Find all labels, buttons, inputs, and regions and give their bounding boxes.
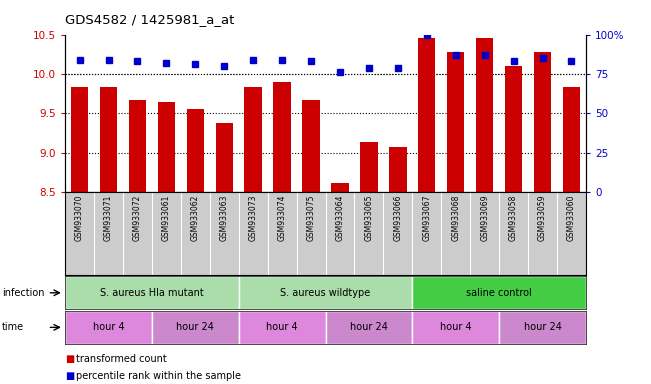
Bar <box>100 87 117 192</box>
Text: hour 24: hour 24 <box>176 322 214 333</box>
Bar <box>447 52 464 192</box>
Text: hour 4: hour 4 <box>440 322 471 333</box>
Text: GSM933069: GSM933069 <box>480 194 489 241</box>
Bar <box>65 311 152 344</box>
Bar <box>273 82 291 192</box>
Bar <box>476 38 493 192</box>
Bar <box>418 38 436 192</box>
Text: GSM933075: GSM933075 <box>307 194 316 241</box>
Bar <box>505 66 522 192</box>
Bar <box>562 87 580 192</box>
Text: hour 24: hour 24 <box>350 322 388 333</box>
Text: time: time <box>2 322 24 333</box>
Bar <box>302 100 320 192</box>
Text: GSM933068: GSM933068 <box>451 194 460 241</box>
Text: GDS4582 / 1425981_a_at: GDS4582 / 1425981_a_at <box>65 13 234 26</box>
Bar <box>239 311 326 344</box>
Bar <box>412 311 499 344</box>
Text: hour 4: hour 4 <box>92 322 124 333</box>
Text: GSM933064: GSM933064 <box>335 194 344 241</box>
Text: saline control: saline control <box>466 288 532 298</box>
Bar <box>187 109 204 192</box>
Text: GSM933072: GSM933072 <box>133 194 142 241</box>
Text: GSM933067: GSM933067 <box>422 194 431 241</box>
Bar <box>389 147 406 192</box>
Bar <box>215 123 233 192</box>
Text: GSM933071: GSM933071 <box>104 194 113 241</box>
Bar <box>360 142 378 192</box>
Text: GSM933059: GSM933059 <box>538 194 547 241</box>
Text: GSM933066: GSM933066 <box>393 194 402 241</box>
Text: GSM933060: GSM933060 <box>567 194 576 241</box>
Text: hour 24: hour 24 <box>523 322 561 333</box>
Bar <box>534 52 551 192</box>
Text: GSM933065: GSM933065 <box>365 194 374 241</box>
Text: ■: ■ <box>65 371 74 381</box>
Text: GSM933062: GSM933062 <box>191 194 200 241</box>
Text: S. aureus Hla mutant: S. aureus Hla mutant <box>100 288 204 298</box>
Bar <box>152 311 239 344</box>
Text: GSM933061: GSM933061 <box>162 194 171 241</box>
Bar <box>331 182 349 192</box>
Text: GSM933070: GSM933070 <box>75 194 84 241</box>
Bar <box>239 276 412 309</box>
Text: GSM933063: GSM933063 <box>220 194 229 241</box>
Text: S. aureus wildtype: S. aureus wildtype <box>281 288 370 298</box>
Bar <box>499 311 586 344</box>
Text: infection: infection <box>2 288 44 298</box>
Text: GSM933058: GSM933058 <box>509 194 518 241</box>
Text: percentile rank within the sample: percentile rank within the sample <box>76 371 240 381</box>
Text: transformed count: transformed count <box>76 354 166 364</box>
Bar <box>65 276 239 309</box>
Bar <box>129 100 146 192</box>
Text: GSM933073: GSM933073 <box>249 194 258 241</box>
Bar <box>412 276 586 309</box>
Bar <box>158 102 175 192</box>
Bar <box>71 87 89 192</box>
Text: hour 4: hour 4 <box>266 322 298 333</box>
Bar <box>245 87 262 192</box>
Bar <box>326 311 412 344</box>
Text: GSM933074: GSM933074 <box>277 194 286 241</box>
Text: ■: ■ <box>65 354 74 364</box>
